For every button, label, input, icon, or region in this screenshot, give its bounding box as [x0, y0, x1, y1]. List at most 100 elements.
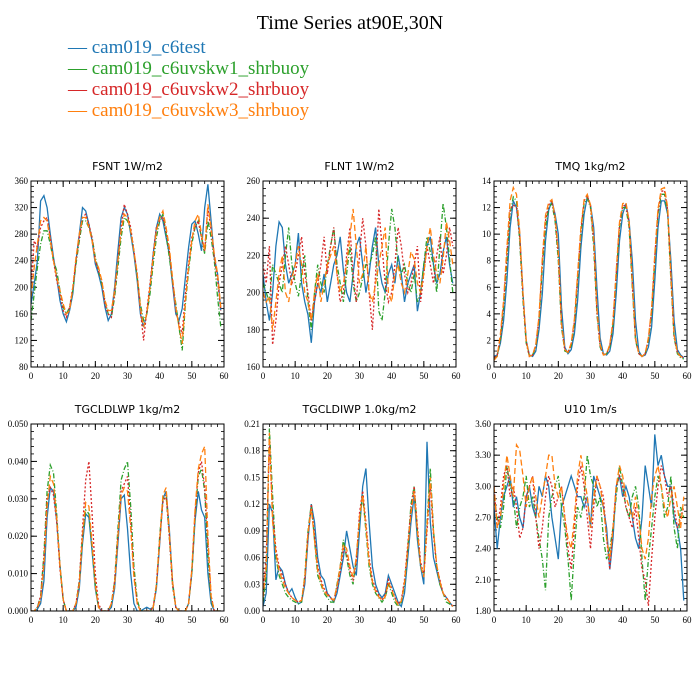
y-tick-label: 200 [247, 288, 261, 298]
x-tick-label: 0 [261, 615, 266, 625]
legend-item: — cam019_c6test [68, 37, 309, 58]
x-tick-label: 60 [452, 615, 462, 625]
chart-panel: TGCLDLWP 1kg/m2 0 10 20 30 40 50 60 0.000 0.010 0.… [8, 403, 229, 625]
y-tick-label: 360 [15, 176, 29, 186]
y-tick-label: 14 [482, 176, 492, 186]
x-tick-label: 0 [261, 371, 266, 381]
series-line [263, 432, 454, 607]
x-tick-label: 60 [683, 615, 693, 625]
y-tick-label: 0.15 [244, 472, 260, 482]
y-tick-label: 2 [487, 335, 492, 345]
series-line [31, 446, 221, 611]
y-tick-label: 200 [15, 282, 29, 292]
y-tick-label: 160 [15, 309, 29, 319]
series-line [494, 455, 685, 601]
series-line [31, 461, 221, 611]
x-tick-label: 40 [387, 371, 397, 381]
legend-item: — cam019_c6uvskw2_shrbuoy [68, 79, 309, 100]
y-tick-label: 80 [19, 362, 29, 372]
x-tick-label: 30 [355, 371, 365, 381]
x-tick-label: 40 [155, 371, 165, 381]
x-tick-label: 30 [586, 371, 596, 381]
x-tick-label: 20 [91, 615, 101, 625]
y-tick-label: 240 [15, 256, 29, 266]
chart-title: TMQ 1kg/m2 [554, 160, 625, 173]
x-tick-label: 30 [355, 615, 365, 625]
y-tick-label: 1.80 [475, 606, 491, 616]
y-tick-label: 0.020 [8, 531, 29, 541]
chart-title: TGCLDLWP 1kg/m2 [74, 403, 180, 416]
chart-title: FLNT 1W/m2 [324, 160, 394, 173]
y-tick-label: 180 [247, 325, 261, 335]
y-tick-label: 3.60 [475, 419, 491, 429]
plot-frame [30, 423, 225, 612]
x-tick-label: 60 [452, 371, 462, 381]
x-tick-label: 20 [554, 371, 564, 381]
y-tick-label: 0.09 [244, 526, 260, 536]
x-tick-label: 40 [155, 615, 165, 625]
x-tick-label: 60 [220, 615, 230, 625]
chart-panel: U10 1m/s 0 10 20 30 40 50 60 1.80 2.10 2.40 2.70 3.0… [475, 403, 692, 625]
x-tick-label: 0 [492, 615, 497, 625]
x-tick-label: 0 [29, 371, 34, 381]
y-tick-label: 0 [487, 362, 492, 372]
y-tick-label: 10 [482, 229, 492, 239]
x-tick-label: 10 [59, 371, 69, 381]
legend: — cam019_c6test — cam019_c6uvskw1_shrbuo… [68, 37, 309, 121]
y-tick-label: 240 [247, 213, 261, 223]
y-tick-label: 3.00 [475, 481, 491, 491]
x-tick-label: 50 [650, 371, 660, 381]
series-line [31, 212, 222, 351]
series-line [31, 461, 221, 611]
y-tick-label: 120 [15, 335, 29, 345]
chart-panel: FLNT 1W/m2 0 10 20 30 40 50 60 160 180 200 220 240 26… [247, 160, 462, 381]
chart-title: U10 1m/s [564, 403, 617, 416]
x-tick-label: 50 [650, 615, 660, 625]
x-tick-label: 50 [187, 615, 197, 625]
chart-title: FSNT 1W/m2 [92, 160, 163, 173]
x-tick-label: 10 [291, 615, 301, 625]
legend-swatch-icon: — [68, 58, 87, 79]
y-tick-label: 12 [482, 203, 491, 213]
y-tick-label: 160 [247, 362, 261, 372]
y-tick-label: 0.12 [244, 499, 260, 509]
legend-swatch-icon: — [68, 100, 87, 121]
x-tick-label: 30 [123, 371, 133, 381]
y-tick-label: 0.21 [244, 419, 260, 429]
chart-panel: FSNT 1W/m2 0 10 20 30 40 50 60 80 120 160 200 240 280… [15, 160, 230, 381]
series-line [494, 465, 685, 606]
x-tick-label: 10 [291, 371, 301, 381]
x-tick-label: 0 [29, 615, 34, 625]
y-tick-label: 0.00 [244, 606, 260, 616]
x-tick-label: 20 [323, 615, 333, 625]
y-tick-label: 3.30 [475, 450, 491, 460]
y-tick-label: 2.70 [475, 513, 491, 523]
y-tick-label: 6 [487, 282, 492, 292]
y-tick-label: 0.050 [8, 419, 29, 429]
page-title: Time Series at90E,30N [256, 12, 444, 34]
x-tick-label: 50 [419, 371, 429, 381]
y-tick-label: 2.10 [475, 575, 491, 585]
series-line [263, 441, 454, 609]
plot-frame [262, 180, 457, 368]
series-line [494, 185, 685, 361]
x-tick-label: 0 [492, 371, 497, 381]
x-tick-label: 20 [323, 371, 333, 381]
plot-frame [262, 423, 457, 612]
chart-title: TGCLDIWP 1.0kg/m2 [301, 403, 416, 416]
series-line [263, 203, 454, 330]
x-tick-label: 60 [683, 371, 693, 381]
x-tick-label: 40 [387, 615, 397, 625]
y-tick-label: 0.000 [8, 606, 29, 616]
y-tick-label: 2.40 [475, 544, 491, 554]
y-tick-label: 0.010 [8, 569, 29, 579]
legend-label: cam019_c6uvskw2_shrbuoy [91, 79, 310, 100]
x-tick-label: 10 [59, 615, 69, 625]
chart-panel: TMQ 1kg/m2 0 10 20 30 40 50 60 0 2 4 6 8 10 12 14 [482, 160, 692, 381]
legend-label: cam019_c6uvskw1_shrbuoy [91, 58, 310, 79]
plot-frame [493, 423, 688, 612]
x-tick-label: 30 [123, 615, 133, 625]
x-tick-label: 60 [220, 371, 230, 381]
x-tick-label: 10 [522, 615, 532, 625]
